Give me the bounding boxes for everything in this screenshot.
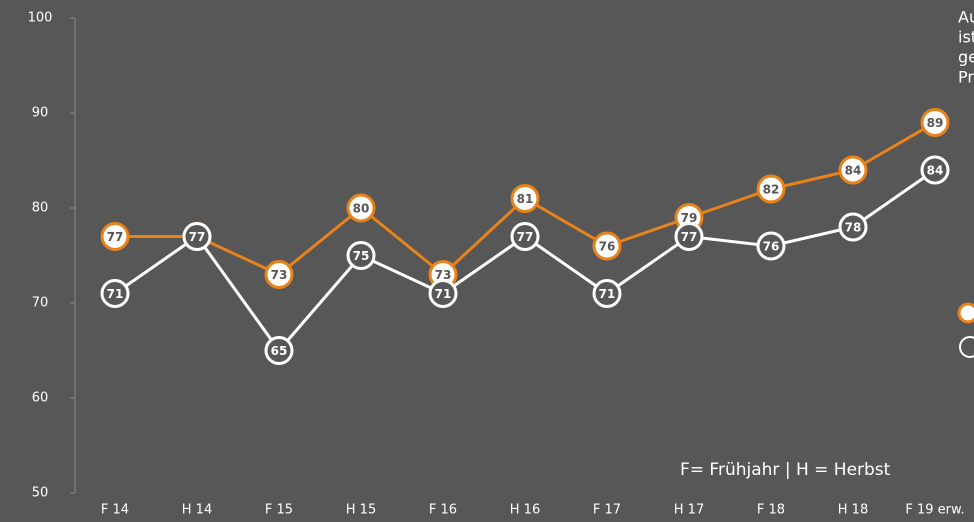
side-text: Au <box>958 8 974 27</box>
data-label: 77 <box>189 230 206 244</box>
side-text: ist <box>958 28 974 47</box>
x-tick-label: F 19 erw. <box>905 503 964 518</box>
side-text: Pr <box>958 68 974 87</box>
x-tick-label: F 17 <box>593 503 621 518</box>
point <box>346 241 376 270</box>
x-tick-label: H 16 <box>510 503 540 518</box>
data-label: 73 <box>271 268 288 282</box>
data-label: 84 <box>927 164 944 178</box>
legend-marker <box>957 302 974 324</box>
point <box>510 184 540 213</box>
point <box>428 279 458 308</box>
data-label: 75 <box>353 249 370 263</box>
point <box>510 222 540 251</box>
side-text: ge <box>958 48 974 67</box>
data-label: 80 <box>353 202 370 216</box>
x-tick-label: F 14 <box>101 503 129 518</box>
point <box>346 193 376 223</box>
point <box>592 279 622 308</box>
y-tick-label: 60 <box>32 391 49 406</box>
point <box>756 231 786 261</box>
y-tick-label: 100 <box>28 11 53 26</box>
x-tick-label: F 15 <box>265 503 293 518</box>
point <box>100 222 130 251</box>
point <box>592 231 622 261</box>
point <box>674 222 704 251</box>
data-label: 77 <box>107 230 124 244</box>
y-tick-label: 50 <box>32 486 49 501</box>
y-tick-label: 70 <box>32 296 49 311</box>
x-tick-label: F 18 <box>757 503 785 518</box>
data-label: 71 <box>599 287 616 301</box>
point <box>182 222 212 251</box>
data-label: 71 <box>107 287 124 301</box>
point <box>100 279 130 308</box>
x-tick-label: H 14 <box>182 503 212 518</box>
data-label: 77 <box>681 230 698 244</box>
point <box>756 174 786 204</box>
data-label: 76 <box>599 240 616 254</box>
data-label: 78 <box>845 221 862 235</box>
annotation: F= Frühjahr | H = Herbst <box>680 460 891 480</box>
point <box>264 260 294 289</box>
point <box>838 155 868 185</box>
point <box>264 336 294 365</box>
y-tick-label: 80 <box>32 201 49 216</box>
data-label: 73 <box>435 268 452 282</box>
x-tick-label: F 16 <box>429 503 457 518</box>
data-label: 76 <box>763 240 780 254</box>
data-label: 65 <box>271 344 288 358</box>
x-tick-label: H 18 <box>838 503 868 518</box>
data-label: 84 <box>845 164 862 178</box>
data-label: 71 <box>435 287 452 301</box>
data-label: 79 <box>681 211 698 225</box>
data-label: 89 <box>927 116 944 130</box>
point <box>920 155 950 185</box>
x-tick-label: H 15 <box>346 503 376 518</box>
legend-marker <box>959 336 974 358</box>
point <box>838 212 868 242</box>
y-tick-label: 90 <box>32 106 49 121</box>
data-label: 81 <box>517 192 534 206</box>
data-label: 82 <box>763 183 780 197</box>
data-label: 77 <box>517 230 534 244</box>
x-tick-label: H 17 <box>674 503 704 518</box>
point <box>920 108 950 137</box>
